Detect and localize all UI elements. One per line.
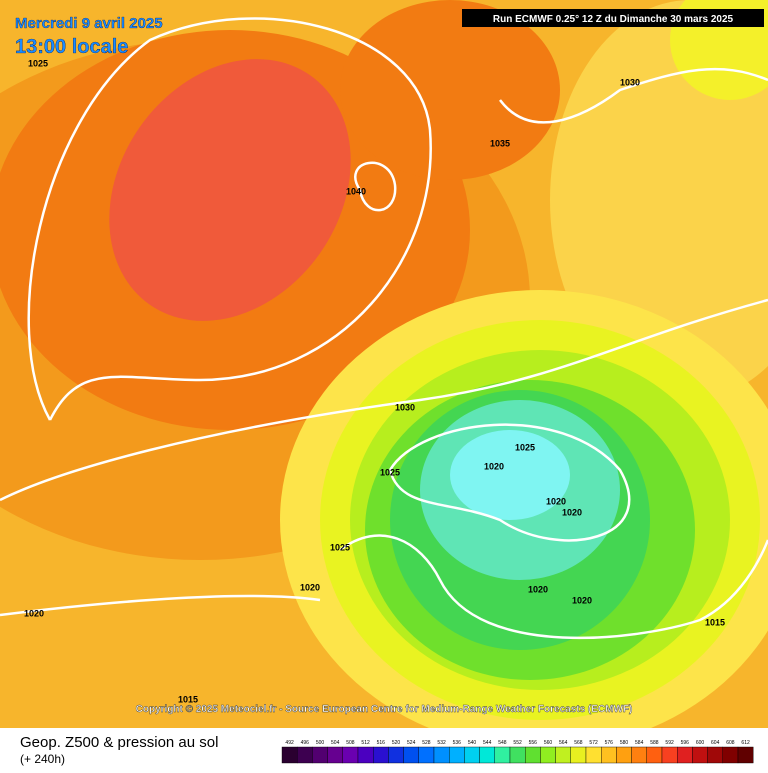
isobars xyxy=(0,17,768,640)
legend-swatch xyxy=(661,746,678,764)
isobar-label: 1015 xyxy=(178,694,198,704)
legend-swatch xyxy=(433,746,450,764)
field xyxy=(109,59,351,321)
legend-label: 508 xyxy=(346,740,355,746)
legend-label: 560 xyxy=(544,740,553,746)
legend-label: 612 xyxy=(741,740,750,746)
legend-swatch xyxy=(601,746,617,764)
isobar-label: 1020 xyxy=(572,595,592,605)
legend-label: 564 xyxy=(559,740,568,746)
legend-label: 584 xyxy=(635,740,644,746)
isobar-label: 1015 xyxy=(705,617,725,627)
legend-swatch xyxy=(479,746,496,764)
legend-label: 516 xyxy=(377,740,386,746)
isobar-label: 1040 xyxy=(346,186,366,196)
legend-label: 588 xyxy=(650,740,659,746)
isobar-label: 1020 xyxy=(546,496,566,506)
legend-label: 600 xyxy=(696,740,705,746)
legend-label: 536 xyxy=(453,740,462,746)
run-text: Run ECMWF 0.25° 12 Z du Dimanche 30 mars… xyxy=(493,14,734,25)
isobar-label: 1020 xyxy=(484,461,504,471)
legend-swatch xyxy=(327,746,344,764)
legend-swatch xyxy=(509,746,526,764)
legend-label: 596 xyxy=(681,740,690,746)
legend-label: 500 xyxy=(316,740,325,746)
time-text: 13:00 locale xyxy=(15,36,128,58)
legend-swatch xyxy=(342,746,359,764)
legend-label: 496 xyxy=(301,740,310,746)
legend-swatch xyxy=(449,746,465,764)
legend-label: 512 xyxy=(361,740,370,746)
isobar-labels: 1025103010351040103010251020102510201020… xyxy=(24,58,725,704)
isobar-label: 1025 xyxy=(515,442,535,452)
legend-swatch xyxy=(570,746,587,764)
legend-label: 604 xyxy=(711,740,720,746)
legend-label: 552 xyxy=(513,740,522,746)
legend-label: 576 xyxy=(605,740,614,746)
legend-swatch xyxy=(692,746,708,764)
footer-title: Geop. Z500 & pression au sol xyxy=(20,734,218,751)
legend-swatch xyxy=(555,746,571,764)
legend-swatch xyxy=(585,746,602,764)
legend-label: 580 xyxy=(620,740,629,746)
legend-swatch xyxy=(540,746,556,764)
isobar-label: 1030 xyxy=(395,402,415,412)
isobar-label: 1030 xyxy=(620,77,640,87)
legend-swatch xyxy=(616,746,632,764)
legend-swatch xyxy=(357,746,374,764)
legend-swatch xyxy=(464,746,480,764)
legend-swatch xyxy=(722,746,739,764)
legend-swatch xyxy=(403,746,420,764)
legend-label: 540 xyxy=(468,740,477,746)
legend-label: 528 xyxy=(422,740,431,746)
field xyxy=(340,0,560,180)
legend-swatch xyxy=(525,746,541,764)
legend-swatch xyxy=(646,746,663,764)
footer-lead: (+ 240h) xyxy=(20,752,65,766)
isobar-label: 1020 xyxy=(24,608,44,618)
run-box xyxy=(462,9,764,27)
isobar-label: 1020 xyxy=(562,507,582,517)
legend: 492 496 500 504 508 512 516 520 524 528 532 536 540 5… xyxy=(281,740,754,764)
isobar-label: 1025 xyxy=(330,542,350,552)
legend-swatch xyxy=(418,746,435,764)
legend-swatch xyxy=(494,746,511,764)
isobar-label: 1020 xyxy=(528,584,548,594)
legend-label: 548 xyxy=(498,740,507,746)
legend-label: 492 xyxy=(285,740,294,746)
date-text: Mercredi 9 avril 2025 xyxy=(15,15,163,32)
legend-label: 520 xyxy=(392,740,401,746)
legend-swatch xyxy=(631,746,647,764)
legend-swatch xyxy=(281,746,298,764)
legend-swatch xyxy=(297,746,313,764)
legend-label: 524 xyxy=(407,740,416,746)
legend-label: 608 xyxy=(726,740,735,746)
legend-swatch xyxy=(373,746,389,764)
legend-swatch xyxy=(707,746,723,764)
legend-label: 568 xyxy=(574,740,583,746)
isobar-label: 1025 xyxy=(380,467,400,477)
isobar-label: 1025 xyxy=(28,58,48,68)
legend-label: 592 xyxy=(665,740,674,746)
legend-label: 572 xyxy=(589,740,598,746)
legend-swatch xyxy=(737,746,754,764)
isobar-label: 1035 xyxy=(490,138,510,148)
legend-label: 544 xyxy=(483,740,492,746)
isobar-label: 1020 xyxy=(300,582,320,592)
legend-label: 532 xyxy=(437,740,446,746)
legend-label: 504 xyxy=(331,740,340,746)
field xyxy=(450,430,570,520)
legend-label: 556 xyxy=(529,740,538,746)
legend-swatch xyxy=(388,746,404,764)
legend-swatch xyxy=(312,746,328,764)
copyright: Copyright © 2025 Meteociel.fr - Source E… xyxy=(136,704,633,715)
legend-swatch xyxy=(677,746,693,764)
